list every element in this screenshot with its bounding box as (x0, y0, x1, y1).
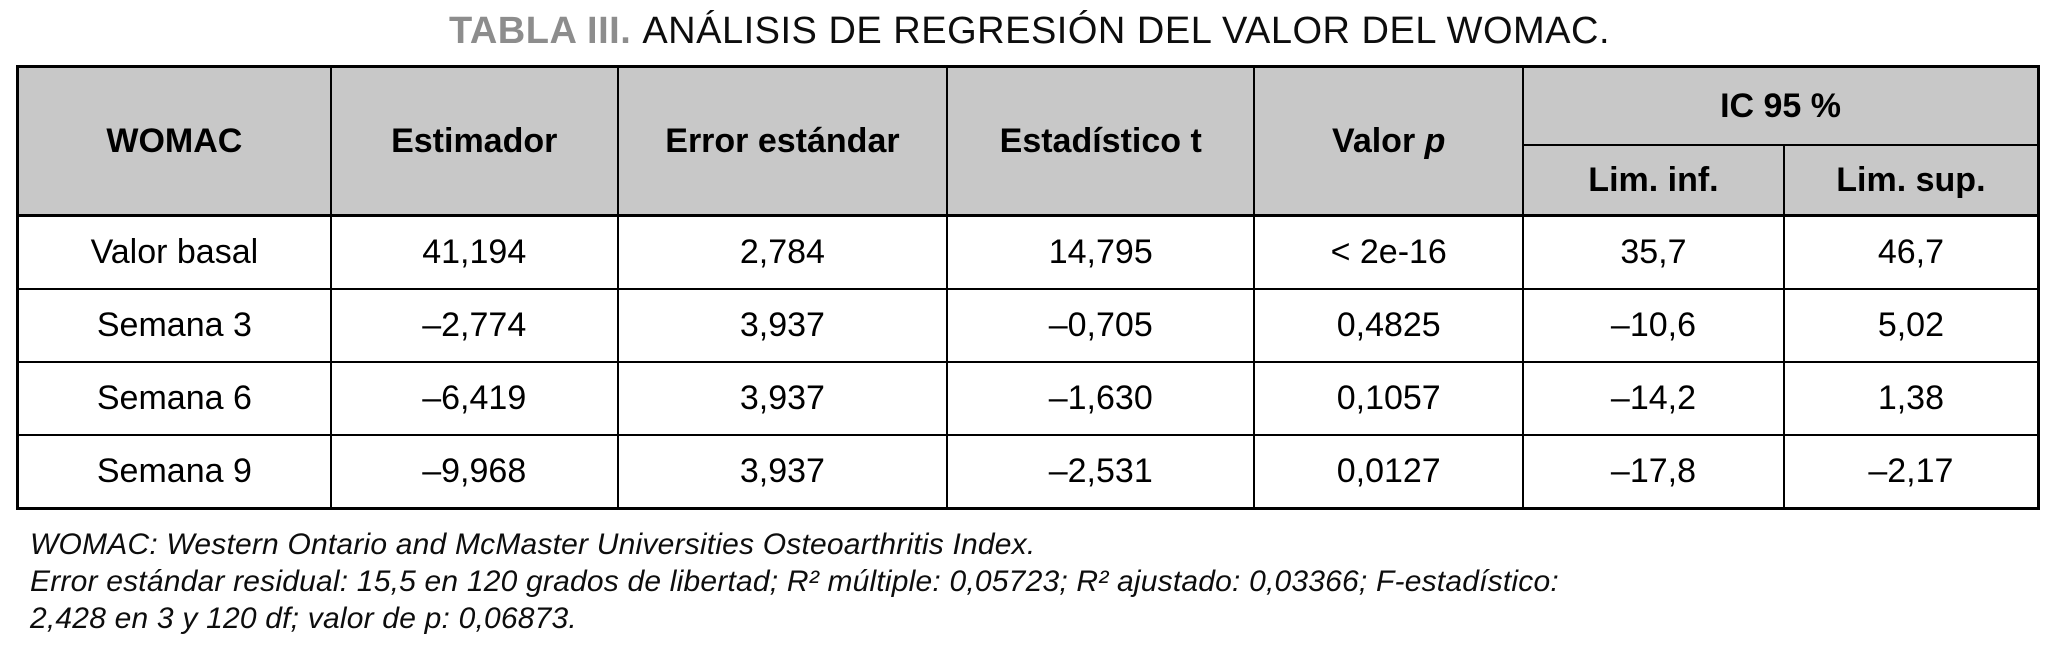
cell-estimator: –6,419 (329, 361, 619, 436)
cell-lim-inf: 35,7 (1522, 214, 1785, 290)
cell-lim-sup: –2,17 (1782, 434, 2040, 510)
table-footnotes: WOMAC: Western Ontario and McMaster Univ… (30, 526, 2059, 637)
cell-t-stat: –2,531 (946, 434, 1256, 510)
cell-p-value: 0,4825 (1253, 288, 1525, 363)
regression-table: WOMAC Estimador Error estándar Estadísti… (16, 65, 2040, 510)
p-value-label: Valor (1332, 121, 1416, 160)
footnote-womac-definition: WOMAC: Western Ontario and McMaster Univ… (30, 528, 1036, 561)
cell-p-value: 0,1057 (1253, 361, 1525, 436)
cell-row-label: Valor basal (16, 214, 332, 290)
table-row: Semana 6 –6,419 3,937 –1,630 0,1057 –14,… (16, 361, 2040, 436)
cell-lim-inf: –14,2 (1522, 361, 1785, 436)
cell-lim-sup: 46,7 (1782, 214, 2040, 290)
cell-std-error: 3,937 (616, 288, 949, 363)
col-header-ic95: IC 95 % (1522, 65, 2040, 146)
paper-table-figure: TABLA III. ANÁLISIS DE REGRESIÓN DEL VAL… (0, 10, 2059, 650)
table-title-text: ANÁLISIS DE REGRESIÓN DEL VALOR DEL WOMA… (642, 10, 1611, 52)
footnote-model-stats-line1: Error estándar residual: 15,5 en 120 gra… (30, 565, 1559, 598)
col-header-womac: WOMAC (16, 65, 332, 217)
table-title: TABLA III. ANÁLISIS DE REGRESIÓN DEL VAL… (0, 10, 2059, 53)
table-row: Semana 9 –9,968 3,937 –2,531 0,0127 –17,… (16, 434, 2040, 510)
cell-t-stat: 14,795 (946, 214, 1256, 290)
cell-row-label: Semana 3 (16, 288, 332, 363)
cell-std-error: 3,937 (616, 361, 949, 436)
cell-t-stat: –1,630 (946, 361, 1256, 436)
cell-p-value: < 2e-16 (1253, 214, 1525, 290)
cell-estimator: –2,774 (329, 288, 619, 363)
header-row-sub: Lim. inf. Lim. sup. (18, 144, 2040, 217)
table-header: WOMAC Estimador Error estándar Estadísti… (16, 65, 2040, 217)
cell-lim-sup: 1,38 (1782, 361, 2040, 436)
p-value-var: p (1424, 121, 1446, 160)
col-header-lim-sup: Lim. sup. (1782, 144, 2040, 217)
cell-estimator: 41,194 (329, 214, 619, 290)
col-header-t-stat: Estadístico t (946, 65, 1256, 217)
cell-t-stat: –0,705 (946, 288, 1256, 363)
footnote-model-stats-line2: 2,428 en 3 y 120 df; valor de p: 0,06873… (30, 602, 577, 635)
col-header-std-error: Error estándar (616, 65, 949, 217)
cell-p-value: 0,0127 (1253, 434, 1525, 510)
col-header-lim-inf: Lim. inf. (1522, 144, 1785, 217)
cell-lim-sup: 5,02 (1782, 288, 2040, 363)
cell-row-label: Semana 6 (16, 361, 332, 436)
cell-lim-inf: –10,6 (1522, 288, 1785, 363)
cell-std-error: 2,784 (616, 214, 949, 290)
col-header-estimator: Estimador (329, 65, 619, 217)
cell-std-error: 3,937 (616, 434, 949, 510)
cell-lim-inf: –17,8 (1522, 434, 1785, 510)
cell-estimator: –9,968 (329, 434, 619, 510)
table-row: Valor basal 41,194 2,784 14,795 < 2e-16 … (16, 214, 2040, 290)
cell-row-label: Semana 9 (16, 434, 332, 510)
table-row: Semana 3 –2,774 3,937 –0,705 0,4825 –10,… (16, 288, 2040, 363)
table-body: Valor basal 41,194 2,784 14,795 < 2e-16 … (16, 214, 2040, 510)
header-row-main: WOMAC Estimador Error estándar Estadísti… (16, 65, 2040, 217)
col-header-p-value: Valor p (1253, 65, 1525, 217)
table-number-label: TABLA III. (448, 10, 632, 52)
